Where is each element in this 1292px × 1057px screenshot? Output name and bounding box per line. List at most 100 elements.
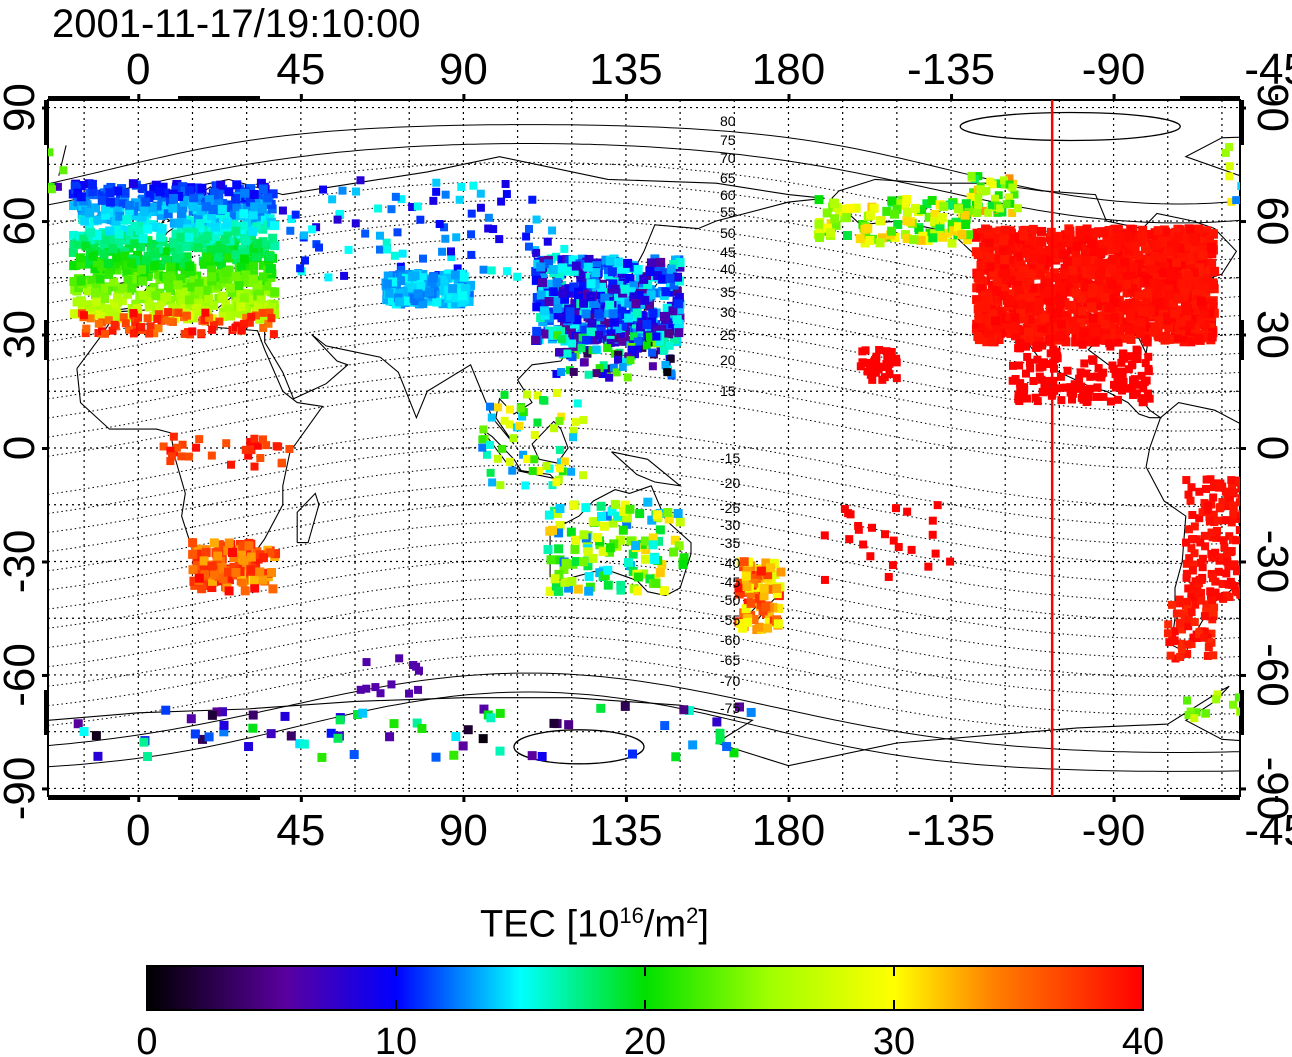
tec-cell <box>1221 516 1230 525</box>
tec-cell <box>1108 254 1118 264</box>
tec-cell <box>1247 154 1255 162</box>
tec-cell <box>1180 253 1190 263</box>
tec-cell <box>202 580 212 590</box>
tec-cell <box>410 271 420 281</box>
tec-cell <box>608 279 618 289</box>
tec-cell <box>233 234 243 244</box>
tec-cell <box>892 204 902 214</box>
tec-cell <box>1091 338 1100 347</box>
tec-cell <box>1062 257 1072 267</box>
tec-cell <box>194 278 204 288</box>
tec-cell <box>1100 319 1110 329</box>
tec-cell <box>110 259 120 269</box>
colorbar-tick-label: 20 <box>624 1021 666 1057</box>
tick-mark <box>299 94 303 100</box>
tec-cell <box>248 226 258 236</box>
tec-cell <box>205 313 214 322</box>
tec-cell <box>236 262 246 272</box>
tec-cell <box>139 271 149 281</box>
tec-cell <box>1284 173 1292 181</box>
tec-cell <box>519 450 528 459</box>
tec-cell <box>598 546 608 556</box>
tec-cell <box>675 517 685 527</box>
tec-cell <box>212 707 222 717</box>
tec-cell <box>1147 264 1157 274</box>
tec-cell <box>525 242 534 251</box>
tec-cell <box>1271 482 1279 490</box>
tec-cell <box>589 336 598 345</box>
tec-cell <box>1197 588 1206 597</box>
tec-cell <box>539 306 549 316</box>
tec-cell <box>1254 158 1262 166</box>
tec-cell <box>1205 638 1214 647</box>
tec-cell <box>662 303 672 313</box>
tec-cell <box>878 233 888 243</box>
tec-cell <box>754 622 764 632</box>
tec-cell <box>1119 317 1129 327</box>
tec-cell <box>982 337 992 347</box>
tec-cell <box>417 723 427 733</box>
tec-cell <box>647 317 657 327</box>
tec-cell <box>577 344 586 353</box>
tec-cell <box>973 250 983 260</box>
frame-bar <box>178 796 260 800</box>
tec-cell <box>655 568 665 578</box>
tec-cell <box>1113 224 1123 234</box>
tec-cell <box>169 238 179 248</box>
tec-cell <box>1237 494 1240 503</box>
tec-cell <box>1171 654 1180 663</box>
tec-cell <box>573 333 582 342</box>
tec-cell <box>1157 273 1167 283</box>
tick-mark <box>137 94 141 100</box>
tec-cell <box>616 580 626 590</box>
tec-cell <box>146 287 156 297</box>
tec-cell <box>1046 334 1056 344</box>
tec-cell <box>1209 510 1218 519</box>
tec-cell <box>623 373 632 382</box>
tec-cell <box>1070 380 1079 389</box>
tec-cell <box>1248 475 1256 483</box>
tec-cell <box>559 307 569 317</box>
tec-cell <box>815 233 825 243</box>
tec-cell <box>149 184 159 194</box>
tec-cell <box>1229 488 1238 497</box>
tec-cell <box>84 222 94 232</box>
tec-cell <box>1043 278 1053 288</box>
tec-cell <box>551 581 561 591</box>
tec-cell <box>561 558 571 568</box>
tec-cell <box>866 362 875 371</box>
tec-cell <box>1086 335 1096 345</box>
tec-cell <box>616 332 626 342</box>
tec-cell <box>972 319 982 329</box>
tec-cell <box>125 325 134 334</box>
tec-cell <box>1137 371 1146 380</box>
tec-cell <box>555 464 564 473</box>
tick-mark <box>462 94 466 100</box>
tec-cell <box>188 327 197 336</box>
tec-cell <box>741 604 751 614</box>
tec-cell <box>571 556 581 566</box>
tec-cell <box>188 274 198 284</box>
tec-cell <box>1190 315 1200 325</box>
tec-cell <box>580 325 590 335</box>
tec-cell <box>1084 260 1094 270</box>
tec-cell <box>513 272 522 281</box>
tec-cell <box>1040 288 1050 298</box>
tec-cell <box>1184 243 1194 253</box>
tec-cell <box>878 375 887 384</box>
tec-cell <box>1130 375 1139 384</box>
tec-cell <box>1186 337 1196 347</box>
tec-cell <box>532 302 542 312</box>
tec-cell <box>1255 483 1263 491</box>
mag-lat-label: 60 <box>720 187 736 203</box>
tec-cell <box>1206 322 1216 332</box>
tec-cell <box>147 202 157 212</box>
tec-cell <box>76 192 86 202</box>
tec-cell <box>930 209 940 219</box>
tec-cell <box>1132 279 1142 289</box>
tec-cell <box>105 197 115 207</box>
mag-lat-label: 20 <box>720 352 736 368</box>
tec-cell <box>78 201 88 211</box>
tec-cell <box>1197 245 1207 255</box>
tec-cell <box>1081 256 1091 266</box>
